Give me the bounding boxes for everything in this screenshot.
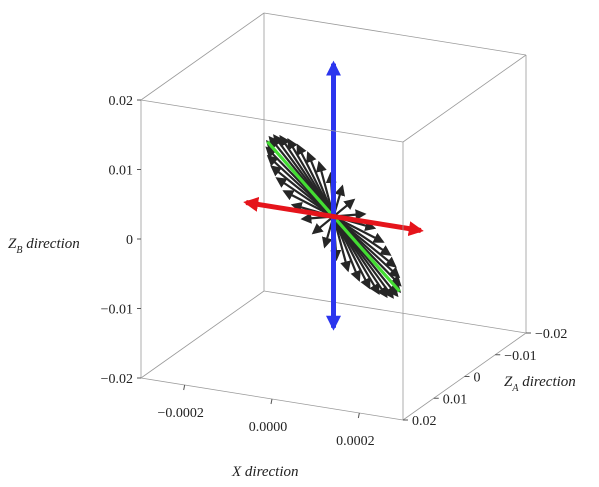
za-label-sub: A xyxy=(511,383,519,394)
zb-tick-label: 0 xyxy=(126,233,133,248)
box-edge xyxy=(263,290,527,334)
za-label-main: Z xyxy=(504,374,513,390)
zb-axis-label: ZB direction xyxy=(8,236,80,256)
zb-label-rest: direction xyxy=(22,236,79,252)
zb-label-main: Z xyxy=(8,236,17,252)
box-edge xyxy=(140,99,404,143)
zb-tick-label: −0.01 xyxy=(101,303,133,318)
x-tick-label: −0.0002 xyxy=(157,406,203,421)
zb-tick-label: −0.02 xyxy=(101,372,133,387)
axis-ticks: 0.02 0.01 0 −0.01 −0.02 −0.0002 0.0000 0.0002 0.… xyxy=(101,94,568,449)
red-vector xyxy=(243,196,424,237)
za-axis-label: ZA direction xyxy=(504,374,576,394)
box-edge xyxy=(263,12,527,56)
za-tick-label: 0.02 xyxy=(412,414,437,429)
zb-tick-label: 0.01 xyxy=(109,164,134,179)
highlighted-vectors xyxy=(243,60,424,331)
x-axis-label: X direction xyxy=(231,464,299,480)
zb-label-sub: B xyxy=(16,245,22,256)
za-tick-label: 0.01 xyxy=(443,392,468,407)
x-tick-label: 0.0000 xyxy=(249,420,288,435)
x-tick-label: 0.0002 xyxy=(336,434,375,449)
box-edge xyxy=(140,12,265,101)
za-label-rest: direction xyxy=(518,374,575,390)
za-tick-label: −0.01 xyxy=(504,349,536,364)
za-tick-label: 0 xyxy=(474,371,481,386)
x-tick-mark xyxy=(270,398,273,405)
zb-tick-label: 0.02 xyxy=(109,94,134,109)
box-edge xyxy=(402,54,527,143)
za-tick-label: −0.02 xyxy=(535,327,567,342)
box-edge xyxy=(140,290,265,379)
x-tick-mark xyxy=(357,412,360,419)
x-tick-mark xyxy=(183,384,186,391)
bounding-box-back-edges xyxy=(140,12,527,379)
